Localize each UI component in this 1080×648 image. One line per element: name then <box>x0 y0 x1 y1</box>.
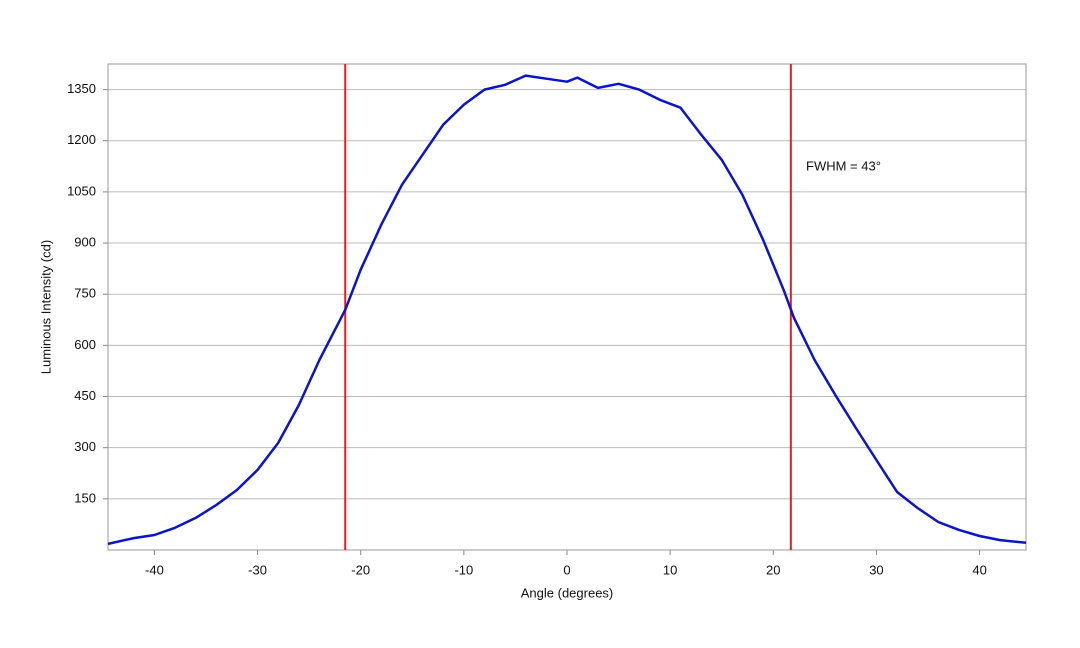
y-tick-label: 1050 <box>67 183 96 198</box>
x-tick-label: -10 <box>454 562 473 577</box>
y-tick-label: 900 <box>74 234 96 249</box>
y-tick-label: 600 <box>74 337 96 352</box>
x-tick-label: 0 <box>563 562 570 577</box>
y-tick-label: 300 <box>74 439 96 454</box>
x-axis-label: Angle (degrees) <box>521 585 614 600</box>
x-tick-label: 30 <box>869 562 883 577</box>
x-tick-label: 40 <box>972 562 986 577</box>
x-tick-label: -40 <box>145 562 164 577</box>
y-tick-label: 1200 <box>67 132 96 147</box>
y-tick-label: 150 <box>74 490 96 505</box>
y-tick-label: 1350 <box>67 81 96 96</box>
x-tick-label: 10 <box>663 562 677 577</box>
x-tick-label: 20 <box>766 562 780 577</box>
x-tick-label: -20 <box>351 562 370 577</box>
data-line <box>107 74 1027 546</box>
y-tick-label: 450 <box>74 388 96 403</box>
y-axis-label: Luminous Intensity (cd) <box>38 240 53 374</box>
x-tick-label: -30 <box>248 562 267 577</box>
annotation: FWHM = 43° <box>806 158 881 173</box>
plot-frame <box>107 63 1027 551</box>
y-tick-label: 750 <box>74 286 96 301</box>
